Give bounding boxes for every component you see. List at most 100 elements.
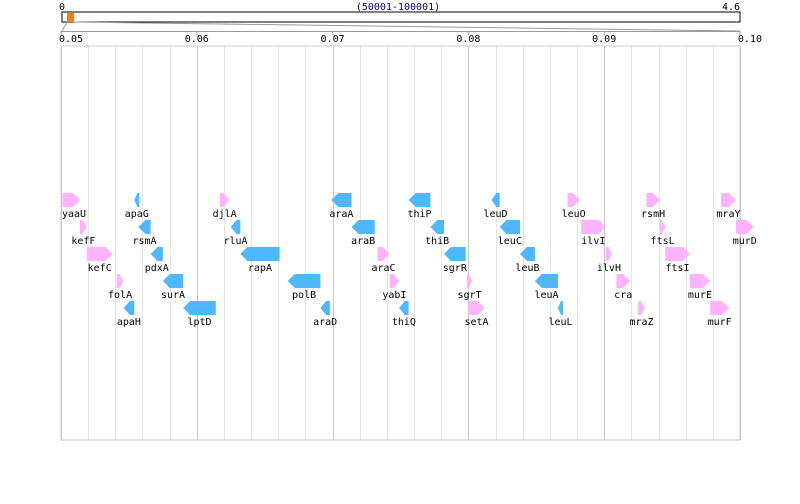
gene-arrow-forward[interactable] <box>735 220 754 234</box>
gene-arrow-forward[interactable] <box>721 193 736 207</box>
gene-sgrT[interactable]: sgrT <box>457 274 482 301</box>
gene-arrow-reverse[interactable] <box>287 274 321 288</box>
gene-label: araB <box>351 236 375 247</box>
gene-arrow-forward[interactable] <box>605 247 613 261</box>
gene-label: leuB <box>515 263 539 274</box>
gene-yaaU[interactable]: yaaU <box>62 193 86 220</box>
gene-murF[interactable]: murF <box>708 301 732 328</box>
gene-djlA[interactable]: djlA <box>213 193 237 220</box>
gene-arrow-reverse[interactable] <box>138 220 151 234</box>
gene-arrow-reverse[interactable] <box>230 220 241 234</box>
gene-araD[interactable]: araD <box>313 301 337 328</box>
gene-rluA[interactable]: rluA <box>223 220 248 247</box>
gene-arrow-forward[interactable] <box>567 193 580 207</box>
gene-arrow-forward[interactable] <box>665 247 690 261</box>
gene-ftsL[interactable]: ftsL <box>651 220 675 247</box>
gene-arrow-forward[interactable] <box>62 193 80 207</box>
zoom-connector-right <box>73 21 741 32</box>
gene-arrow-forward[interactable] <box>116 274 124 288</box>
gene-lptD[interactable]: lptD <box>183 301 216 328</box>
gene-arrow-forward[interactable] <box>646 193 660 207</box>
gene-arrow-forward[interactable] <box>659 220 666 234</box>
gene-label: mraZ <box>629 317 653 328</box>
gene-label: pdxA <box>145 263 169 274</box>
gene-arrow-forward[interactable] <box>689 274 711 288</box>
gene-label: apaH <box>117 317 141 328</box>
gene-apaG[interactable]: apaG <box>125 193 149 220</box>
gene-arrow-reverse[interactable] <box>320 301 330 315</box>
gene-arrow-forward[interactable] <box>467 274 472 288</box>
gene-folA[interactable]: folA <box>108 274 132 301</box>
gene-arrow-reverse[interactable] <box>491 193 500 207</box>
gene-arrow-reverse[interactable] <box>408 193 431 207</box>
gene-mraY[interactable]: mraY <box>716 193 741 220</box>
gene-label: apaG <box>125 209 149 220</box>
gene-arrow-reverse[interactable] <box>444 247 466 261</box>
overview-frame[interactable] <box>61 11 741 23</box>
gene-pdxA[interactable]: pdxA <box>145 247 169 274</box>
gene-ftsI[interactable]: ftsI <box>665 247 690 274</box>
gene-arrow-reverse[interactable] <box>183 301 216 315</box>
gene-sgrR[interactable]: sgrR <box>443 247 468 274</box>
gene-arrow-reverse[interactable] <box>331 193 352 207</box>
gene-yabI[interactable]: yabI <box>382 274 406 301</box>
gene-arrow-reverse[interactable] <box>240 247 280 261</box>
gene-leuL[interactable]: leuL <box>548 301 573 328</box>
gene-arrow-reverse[interactable] <box>123 301 135 315</box>
gene-arrow-reverse[interactable] <box>534 274 558 288</box>
gene-arrow-reverse[interactable] <box>499 220 520 234</box>
gene-arrow-forward[interactable] <box>581 220 606 234</box>
gene-label: ftsL <box>651 236 675 247</box>
gene-arrow-forward[interactable] <box>616 274 630 288</box>
gene-thiQ[interactable]: thiQ <box>392 301 416 328</box>
gene-araA[interactable]: araA <box>329 193 353 220</box>
gene-arrow-forward[interactable] <box>389 274 400 288</box>
gene-thiP[interactable]: thiP <box>407 193 432 220</box>
gene-arrow-forward[interactable] <box>377 247 390 261</box>
gene-arrow-forward[interactable] <box>80 220 87 234</box>
overview-window-marker[interactable] <box>67 13 74 22</box>
gene-polB[interactable]: polB <box>287 274 321 301</box>
gene-arrow-reverse[interactable] <box>558 301 563 315</box>
gene-kefF[interactable]: kefF <box>71 220 95 247</box>
gene-surA[interactable]: surA <box>161 274 185 301</box>
gene-kefC[interactable]: kefC <box>86 247 113 274</box>
gene-apaH[interactable]: apaH <box>117 301 141 328</box>
gene-arrow-forward[interactable] <box>86 247 113 261</box>
gene-rsmA[interactable]: rsmA <box>132 220 157 247</box>
gene-arrow-forward[interactable] <box>219 193 230 207</box>
gene-leuO[interactable]: leuO <box>562 193 586 220</box>
gene-label: djlA <box>213 209 237 220</box>
gene-label: araC <box>371 263 395 274</box>
gene-cra[interactable]: cra <box>614 274 632 301</box>
gene-arrow-reverse[interactable] <box>150 247 163 261</box>
gene-arrow-reverse[interactable] <box>430 220 444 234</box>
gene-arrow-reverse[interactable] <box>134 193 140 207</box>
gene-araC[interactable]: araC <box>371 247 396 274</box>
gene-arrow-reverse[interactable] <box>399 301 409 315</box>
gene-leuC[interactable]: leuC <box>498 220 522 247</box>
gene-arrow-forward[interactable] <box>710 301 730 315</box>
gene-label: yabI <box>382 290 406 301</box>
gene-label: lptD <box>187 317 211 328</box>
gene-setA[interactable]: setA <box>465 301 489 328</box>
gene-arrow-reverse[interactable] <box>351 220 375 234</box>
gene-leuD[interactable]: leuD <box>484 193 508 220</box>
gene-label: leuD <box>484 209 508 220</box>
gene-murD[interactable]: murD <box>733 220 757 247</box>
gene-rsmH[interactable]: rsmH <box>641 193 665 220</box>
gene-ilvH[interactable]: ilvH <box>597 247 621 274</box>
gene-leuA[interactable]: leuA <box>534 274 559 301</box>
overview-bar[interactable]: 0 4.6 (50001-100001) <box>59 2 741 23</box>
gene-leuB[interactable]: leuB <box>515 247 540 274</box>
gene-arrow-forward[interactable] <box>638 301 645 315</box>
gene-rapA[interactable]: rapA <box>240 247 280 274</box>
gene-murE[interactable]: murE <box>688 274 712 301</box>
gene-araB[interactable]: araB <box>351 220 375 247</box>
gene-thiB[interactable]: thiB <box>425 220 449 247</box>
gene-ilvI[interactable]: ilvI <box>581 220 606 247</box>
gene-arrow-reverse[interactable] <box>162 274 184 288</box>
gene-mraZ[interactable]: mraZ <box>629 301 654 328</box>
gene-arrow-reverse[interactable] <box>520 247 535 261</box>
gene-arrow-forward[interactable] <box>468 301 485 315</box>
